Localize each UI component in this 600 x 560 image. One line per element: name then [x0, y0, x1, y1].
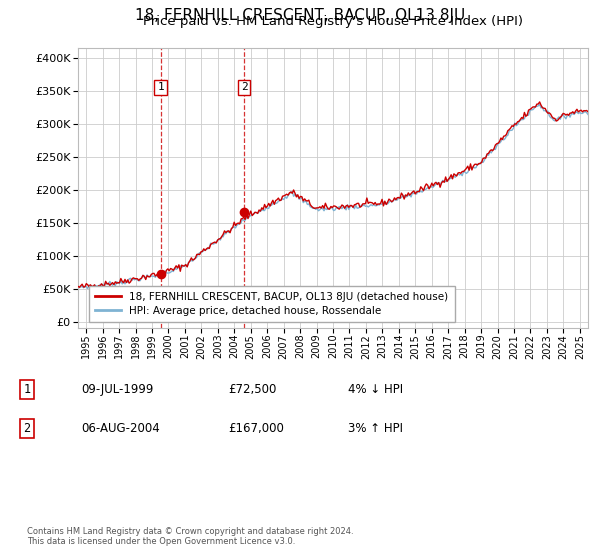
Text: 1: 1: [23, 382, 31, 396]
Text: £167,000: £167,000: [228, 422, 284, 435]
Text: 3% ↑ HPI: 3% ↑ HPI: [348, 422, 403, 435]
Text: 4% ↓ HPI: 4% ↓ HPI: [348, 382, 403, 396]
Text: 06-AUG-2004: 06-AUG-2004: [81, 422, 160, 435]
Text: 2: 2: [241, 82, 248, 92]
Legend: 18, FERNHILL CRESCENT, BACUP, OL13 8JU (detached house), HPI: Average price, det: 18, FERNHILL CRESCENT, BACUP, OL13 8JU (…: [89, 286, 455, 323]
Text: £72,500: £72,500: [228, 382, 277, 396]
Title: Price paid vs. HM Land Registry's House Price Index (HPI): Price paid vs. HM Land Registry's House …: [143, 15, 523, 29]
Text: Contains HM Land Registry data © Crown copyright and database right 2024.
This d: Contains HM Land Registry data © Crown c…: [27, 526, 353, 546]
Text: 2: 2: [23, 422, 31, 435]
Text: 09-JUL-1999: 09-JUL-1999: [81, 382, 154, 396]
Text: 18, FERNHILL CRESCENT, BACUP, OL13 8JU: 18, FERNHILL CRESCENT, BACUP, OL13 8JU: [135, 8, 465, 24]
Text: 1: 1: [157, 82, 164, 92]
